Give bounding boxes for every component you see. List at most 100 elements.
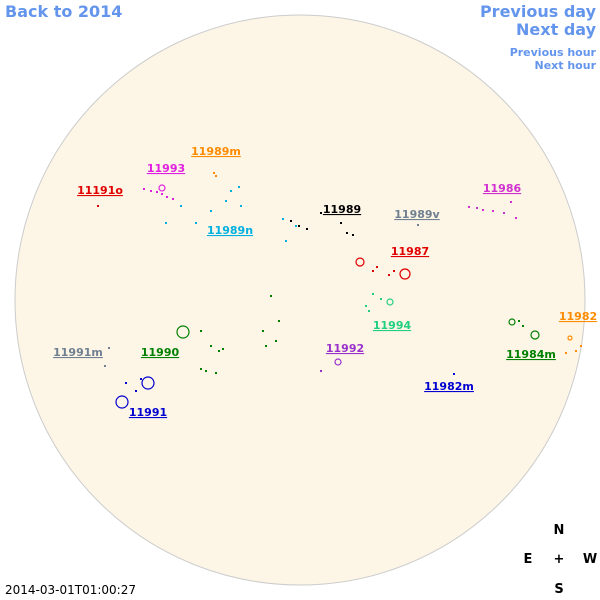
sunspot xyxy=(290,220,292,222)
sunspot xyxy=(150,190,152,192)
sunspot xyxy=(295,225,297,227)
sunspot xyxy=(282,218,284,220)
sunspot xyxy=(158,184,166,192)
region-spots xyxy=(320,358,342,372)
compass-north: N xyxy=(554,523,565,538)
sunspot xyxy=(417,224,419,226)
region-label[interactable]: 11990 xyxy=(141,346,180,359)
sunspot xyxy=(238,186,240,188)
sunspot xyxy=(218,350,220,352)
sunspot xyxy=(176,325,190,339)
region-label[interactable]: 11989 xyxy=(323,203,361,216)
sunspot xyxy=(376,266,378,268)
sunspot xyxy=(399,268,411,280)
compass-center: + xyxy=(554,552,565,567)
sunspot xyxy=(156,191,158,193)
region-label[interactable]: 11984m xyxy=(506,348,556,361)
sunspot xyxy=(161,193,163,195)
region-label[interactable]: 11994 xyxy=(373,319,412,332)
sunspot xyxy=(210,210,212,212)
sunspot xyxy=(380,298,382,300)
compass-south: S xyxy=(554,582,563,597)
region-label[interactable]: 11982m xyxy=(424,380,474,393)
sunspot xyxy=(115,395,129,409)
region-label[interactable]: 11993 xyxy=(147,162,185,175)
sunspot xyxy=(215,175,217,177)
sunspot xyxy=(530,330,540,340)
sunspot xyxy=(522,325,524,327)
sunspot xyxy=(180,205,182,207)
region-spots xyxy=(165,186,297,242)
sunspot xyxy=(580,345,582,347)
sunspot xyxy=(165,222,167,224)
sunspot xyxy=(225,200,227,202)
sunspot xyxy=(503,212,505,214)
next-day-link[interactable]: Next day xyxy=(516,20,597,39)
sunspot xyxy=(140,378,142,380)
sunspot xyxy=(346,232,348,234)
sunspot xyxy=(97,205,99,207)
sunspot xyxy=(306,228,308,230)
sunspot xyxy=(104,365,106,367)
sunspot xyxy=(200,330,202,332)
region-label[interactable]: 11989n xyxy=(207,224,253,237)
sunspot xyxy=(166,196,168,198)
sunspot xyxy=(492,210,494,212)
region-spots xyxy=(143,184,174,200)
region-spots xyxy=(453,373,455,375)
sunspot xyxy=(270,295,272,297)
region-spots xyxy=(290,212,354,236)
back-link[interactable]: Back to 2014 xyxy=(5,2,122,21)
sunspot xyxy=(355,257,365,267)
sunspot xyxy=(365,305,367,307)
region-spots xyxy=(115,376,155,409)
sunspot xyxy=(230,190,232,192)
timestamp: 2014-03-01T01:00:27 xyxy=(5,583,136,597)
sunspot xyxy=(320,370,322,372)
sunspot xyxy=(278,320,280,322)
sunspot xyxy=(205,370,207,372)
sunspot xyxy=(468,206,470,208)
region-label[interactable]: 11982 xyxy=(559,310,597,323)
region-label[interactable]: 11992 xyxy=(326,342,364,355)
previous-hour-link[interactable]: Previous hour xyxy=(510,46,597,59)
region-spots xyxy=(565,335,582,354)
region-spots xyxy=(508,318,540,340)
region-label[interactable]: 11991m xyxy=(53,346,103,359)
region-label[interactable]: 11987 xyxy=(391,245,429,258)
sunspot xyxy=(285,240,287,242)
sunspot xyxy=(320,212,322,214)
sunspot xyxy=(510,201,512,203)
sunspot xyxy=(340,222,342,224)
sunspot xyxy=(368,310,370,312)
region-label[interactable]: 11986 xyxy=(483,182,522,195)
region-label[interactable]: 11989m xyxy=(191,145,241,158)
sunspot xyxy=(453,373,455,375)
sunspot xyxy=(298,225,300,227)
region-label[interactable]: 11989v xyxy=(394,208,440,221)
sunspot xyxy=(388,274,390,276)
sunspot xyxy=(222,348,224,350)
previous-day-link[interactable]: Previous day xyxy=(480,2,597,21)
region-label[interactable]: 11991 xyxy=(129,406,167,419)
region-spots xyxy=(176,295,280,374)
sunspot xyxy=(143,188,145,190)
region-spots xyxy=(97,205,99,207)
sunspot xyxy=(210,345,212,347)
sunspot xyxy=(213,172,215,174)
sunspot xyxy=(195,222,197,224)
sunspot xyxy=(372,270,374,272)
region-spots xyxy=(417,224,419,226)
sunspot xyxy=(352,234,354,236)
region-spots xyxy=(355,257,411,280)
region-spots xyxy=(104,347,110,367)
sunspot xyxy=(108,347,110,349)
sunspot xyxy=(200,368,202,370)
region-label[interactable]: 11191o xyxy=(77,184,123,197)
next-hour-link[interactable]: Next hour xyxy=(535,59,597,72)
sunspot xyxy=(265,345,267,347)
sunspot xyxy=(476,207,478,209)
